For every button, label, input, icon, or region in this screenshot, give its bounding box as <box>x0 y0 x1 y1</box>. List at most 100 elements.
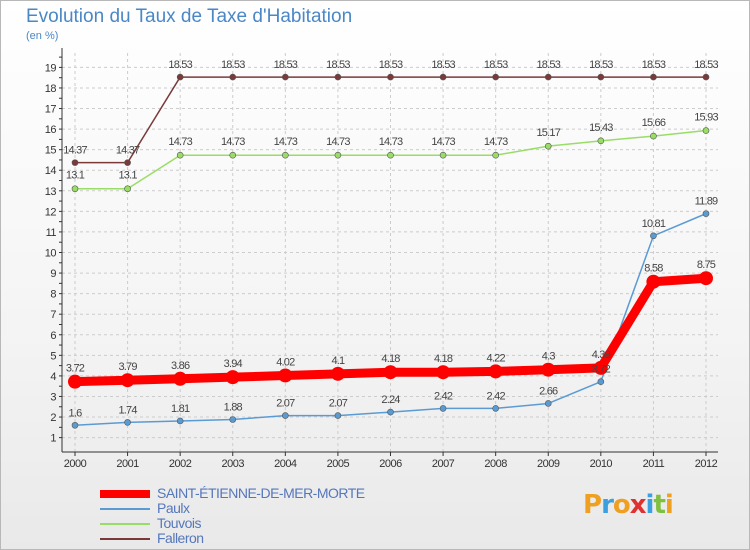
x-tick-label: 2006 <box>379 458 402 470</box>
data-label: 18.53 <box>484 59 508 71</box>
y-tick-label: 4 <box>50 371 56 383</box>
data-label: 3.72 <box>592 364 611 376</box>
data-label: 14.73 <box>379 136 403 148</box>
data-label: 2.07 <box>329 398 348 410</box>
logo-letter: P <box>583 490 602 520</box>
legend-item-falleron: Falleron <box>100 531 420 546</box>
y-tick-label: 17 <box>45 104 57 116</box>
data-label: 13.1 <box>66 170 85 182</box>
data-point <box>597 73 605 81</box>
data-point <box>387 408 394 416</box>
x-tick-label: 2007 <box>432 458 455 470</box>
data-label: 14.73 <box>221 136 245 148</box>
data-label: 15.66 <box>642 117 666 129</box>
data-label: 3.79 <box>118 361 137 373</box>
y-tick-label: 14 <box>45 165 57 177</box>
data-label: 4.22 <box>487 352 506 364</box>
y-tick-label: 1 <box>50 433 56 445</box>
data-label: 14.73 <box>484 136 508 148</box>
data-point <box>176 151 184 159</box>
data-label: 3.94 <box>224 358 243 370</box>
data-point <box>492 73 499 81</box>
data-point <box>544 73 552 81</box>
x-tick-label: 2010 <box>590 458 613 470</box>
data-point <box>541 362 556 377</box>
x-tick-label: 2004 <box>274 458 297 470</box>
logo-letter: i <box>645 490 655 520</box>
data-label: 15.43 <box>589 122 613 134</box>
data-point <box>702 127 710 134</box>
chart-subtitle: (en %) <box>26 30 59 42</box>
y-tick-label: 13 <box>45 186 57 198</box>
data-point <box>702 73 710 81</box>
data-label: 4.18 <box>381 353 400 365</box>
data-point <box>229 416 237 423</box>
legend-label-paulx: Paulx <box>157 500 190 516</box>
data-label: 18.53 <box>431 59 455 71</box>
data-point <box>436 365 451 380</box>
legend-swatch-falleron <box>100 538 150 540</box>
data-label: 2.42 <box>434 390 453 402</box>
data-label: 18.53 <box>694 59 718 71</box>
data-point <box>334 412 342 419</box>
proxiti-logo: Proxiti <box>583 490 674 520</box>
x-tick-label: 2009 <box>537 458 560 470</box>
legend-label-saint-etienne: SAINT-ÉTIENNE-DE-MER-MORTE <box>157 485 365 501</box>
data-point <box>282 412 289 419</box>
data-point <box>225 370 240 385</box>
data-point <box>544 400 552 407</box>
y-tick-label: 6 <box>50 330 56 342</box>
y-tick-label: 7 <box>50 309 56 321</box>
data-point <box>650 73 657 81</box>
y-tick-label: 15 <box>45 145 57 157</box>
data-label: 14.37 <box>116 145 140 157</box>
data-label: 18.53 <box>642 59 666 71</box>
y-tick-label: 9 <box>50 268 56 280</box>
x-tick-label: 2008 <box>484 458 507 470</box>
data-label: 14.73 <box>168 136 192 148</box>
data-point <box>282 73 289 81</box>
legend-swatch-saint-etienne <box>100 490 150 498</box>
data-label: 14.73 <box>326 136 350 148</box>
y-tick-label: 18 <box>45 83 57 95</box>
data-point <box>650 232 657 240</box>
logo-letter: t <box>653 490 665 520</box>
data-point <box>278 368 293 383</box>
y-tick-label: 12 <box>45 206 57 218</box>
x-tick-label: 2005 <box>327 458 350 470</box>
data-label: 1.6 <box>69 407 83 419</box>
data-label: 1.74 <box>118 404 137 416</box>
data-point <box>334 151 342 159</box>
data-label: 15.17 <box>536 127 560 139</box>
x-tick-label: 2011 <box>643 458 665 470</box>
data-label: 10.81 <box>642 218 666 230</box>
data-point <box>330 366 345 381</box>
data-label: 14.73 <box>431 136 455 148</box>
legend-item-touvois: Touvois <box>100 516 420 531</box>
data-label: 3.72 <box>66 363 85 375</box>
data-point <box>699 271 713 286</box>
legend-label-touvois: Touvois <box>157 515 201 531</box>
data-label: 1.81 <box>171 403 190 415</box>
data-point <box>650 132 657 140</box>
data-label: 18.53 <box>168 59 192 71</box>
data-point <box>71 159 79 166</box>
data-point <box>229 151 237 159</box>
data-label: 18.53 <box>379 59 403 71</box>
data-label: 18.53 <box>326 59 350 71</box>
data-point <box>702 210 710 217</box>
data-point <box>593 360 608 375</box>
data-label: 14.37 <box>63 145 87 157</box>
data-point <box>492 405 499 412</box>
data-label: 15.93 <box>694 112 718 124</box>
data-label: 18.53 <box>221 59 245 71</box>
data-point <box>229 73 237 81</box>
legend: SAINT-ÉTIENNE-DE-MER-MORTE Paulx Touvois… <box>100 486 420 546</box>
logo-letter: x <box>629 490 647 520</box>
data-label: 14.73 <box>274 136 298 148</box>
data-point <box>176 417 184 425</box>
y-tick-label: 3 <box>50 391 56 403</box>
data-label: 8.58 <box>644 263 663 275</box>
data-point <box>646 274 661 289</box>
